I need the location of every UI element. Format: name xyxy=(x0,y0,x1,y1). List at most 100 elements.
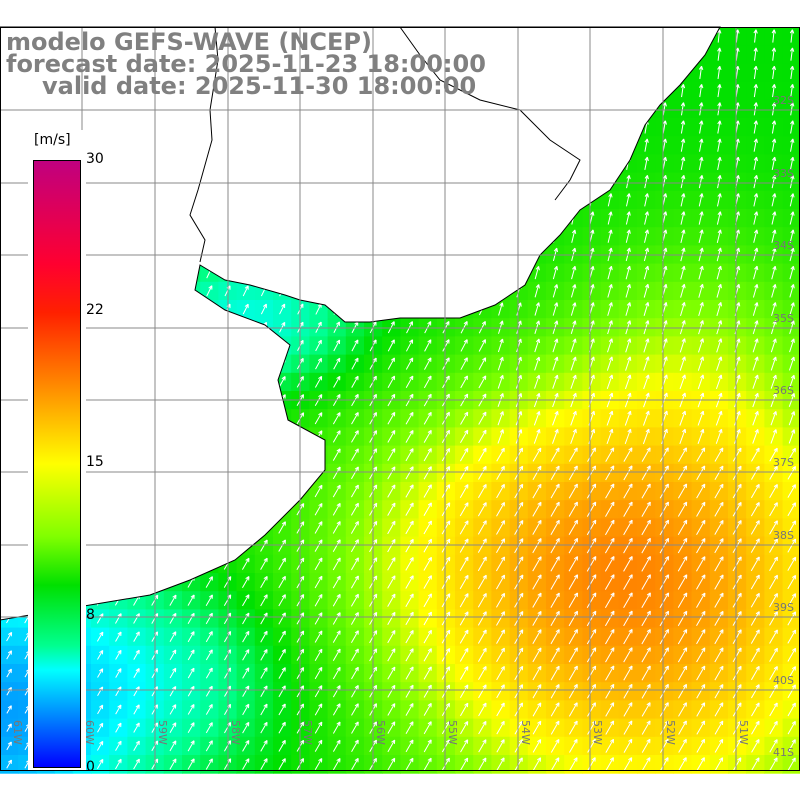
wind-arrow xyxy=(550,501,560,517)
wind-arrow xyxy=(315,339,322,352)
wind-arrow xyxy=(423,411,432,425)
wind-arrow xyxy=(717,174,722,189)
wind-arrow xyxy=(568,647,578,663)
wind-arrow xyxy=(662,138,668,152)
wind-arrow xyxy=(260,703,268,716)
wind-arrow xyxy=(677,647,688,663)
wind-arrow xyxy=(717,29,722,43)
wind-arrow xyxy=(717,138,722,152)
wind-arrow xyxy=(586,628,597,645)
wind-arrow xyxy=(734,410,741,426)
wind-arrow xyxy=(333,321,340,333)
wind-arrow xyxy=(677,501,688,517)
wind-arrow xyxy=(423,666,432,680)
wind-arrow xyxy=(477,520,487,535)
wind-arrow xyxy=(789,65,795,79)
wind-arrow xyxy=(442,357,450,370)
wind-arrow xyxy=(478,411,487,425)
wind-arrow xyxy=(6,668,12,678)
wind-arrow xyxy=(6,741,12,751)
wind-arrow xyxy=(441,411,450,425)
wind-arrow xyxy=(405,648,414,662)
wind-arrow xyxy=(187,722,195,734)
wind-arrow xyxy=(570,374,577,389)
wind-arrow xyxy=(350,502,359,516)
wind-arrow xyxy=(423,721,432,735)
wind-arrow xyxy=(788,411,796,426)
wind-arrow xyxy=(714,519,724,535)
wind-arrow xyxy=(659,483,669,499)
wind-arrow xyxy=(515,429,523,444)
wind-arrow xyxy=(643,302,650,316)
wind-arrow xyxy=(441,739,450,753)
wind-arrow xyxy=(771,265,777,280)
wind-arrow xyxy=(677,556,688,572)
wind-arrow xyxy=(515,374,522,389)
wind-arrow xyxy=(332,557,341,571)
wind-arrow xyxy=(732,684,742,699)
wind-arrow xyxy=(514,447,524,462)
wind-arrow xyxy=(314,666,323,680)
wind-arrow xyxy=(625,356,632,371)
wind-arrow xyxy=(423,556,432,571)
wind-arrow xyxy=(623,738,633,753)
wind-arrow xyxy=(624,428,632,445)
wind-arrow xyxy=(405,739,414,753)
lat-label: 41S xyxy=(773,746,794,759)
wind-arrow xyxy=(753,211,759,225)
wind-arrow xyxy=(477,611,487,626)
wind-arrow xyxy=(552,320,559,335)
wind-arrow xyxy=(532,665,542,681)
wind-arrow xyxy=(732,720,742,735)
wind-arrow xyxy=(641,537,651,554)
wind-arrow xyxy=(604,610,615,627)
wind-arrow xyxy=(423,739,432,753)
wind-arrow xyxy=(643,374,650,390)
wind-arrow xyxy=(552,265,559,280)
wind-arrow xyxy=(714,574,724,590)
wind-arrow xyxy=(278,685,286,698)
wind-arrow xyxy=(586,519,597,536)
wind-arrow xyxy=(606,374,614,390)
wind-arrow xyxy=(787,484,796,498)
wind-arrow xyxy=(607,320,613,335)
wind-arrow xyxy=(769,647,778,662)
wind-arrow xyxy=(697,428,705,444)
wind-arrow xyxy=(770,356,777,371)
wind-arrow xyxy=(387,557,396,571)
wind-arrow xyxy=(714,720,724,735)
wind-arrow xyxy=(680,302,686,316)
wind-arrow xyxy=(787,556,797,571)
wind-arrow xyxy=(6,705,12,714)
wind-arrow xyxy=(732,592,742,608)
wind-arrow xyxy=(750,629,760,644)
wind-arrow xyxy=(680,84,686,98)
wind-arrow xyxy=(279,303,286,315)
wind-arrow xyxy=(659,592,670,608)
wind-arrow xyxy=(732,520,742,535)
wind-arrow xyxy=(424,321,432,334)
wind-arrow xyxy=(716,302,723,316)
wind-arrow xyxy=(641,610,651,627)
wind-arrow xyxy=(314,412,323,425)
wind-arrow xyxy=(752,338,759,353)
wind-arrow xyxy=(714,483,724,499)
wind-arrow xyxy=(405,702,414,716)
wind-arrow xyxy=(677,629,688,645)
wind-arrow xyxy=(714,538,724,554)
lon-label: 61W xyxy=(11,720,24,745)
wind-arrow xyxy=(460,757,469,771)
wind-arrow xyxy=(607,338,613,353)
wind-arrow xyxy=(206,285,213,297)
wind-arrow xyxy=(697,410,705,426)
wind-arrow xyxy=(534,374,541,389)
wind-arrow xyxy=(750,465,760,480)
wind-arrow xyxy=(696,574,706,590)
wind-arrow xyxy=(770,338,777,353)
wind-arrow xyxy=(570,320,577,335)
wind-arrow xyxy=(387,502,396,516)
wind-arrow xyxy=(715,374,723,390)
wind-arrow xyxy=(514,592,524,608)
wind-arrow xyxy=(459,593,469,608)
wind-arrow xyxy=(314,557,323,571)
